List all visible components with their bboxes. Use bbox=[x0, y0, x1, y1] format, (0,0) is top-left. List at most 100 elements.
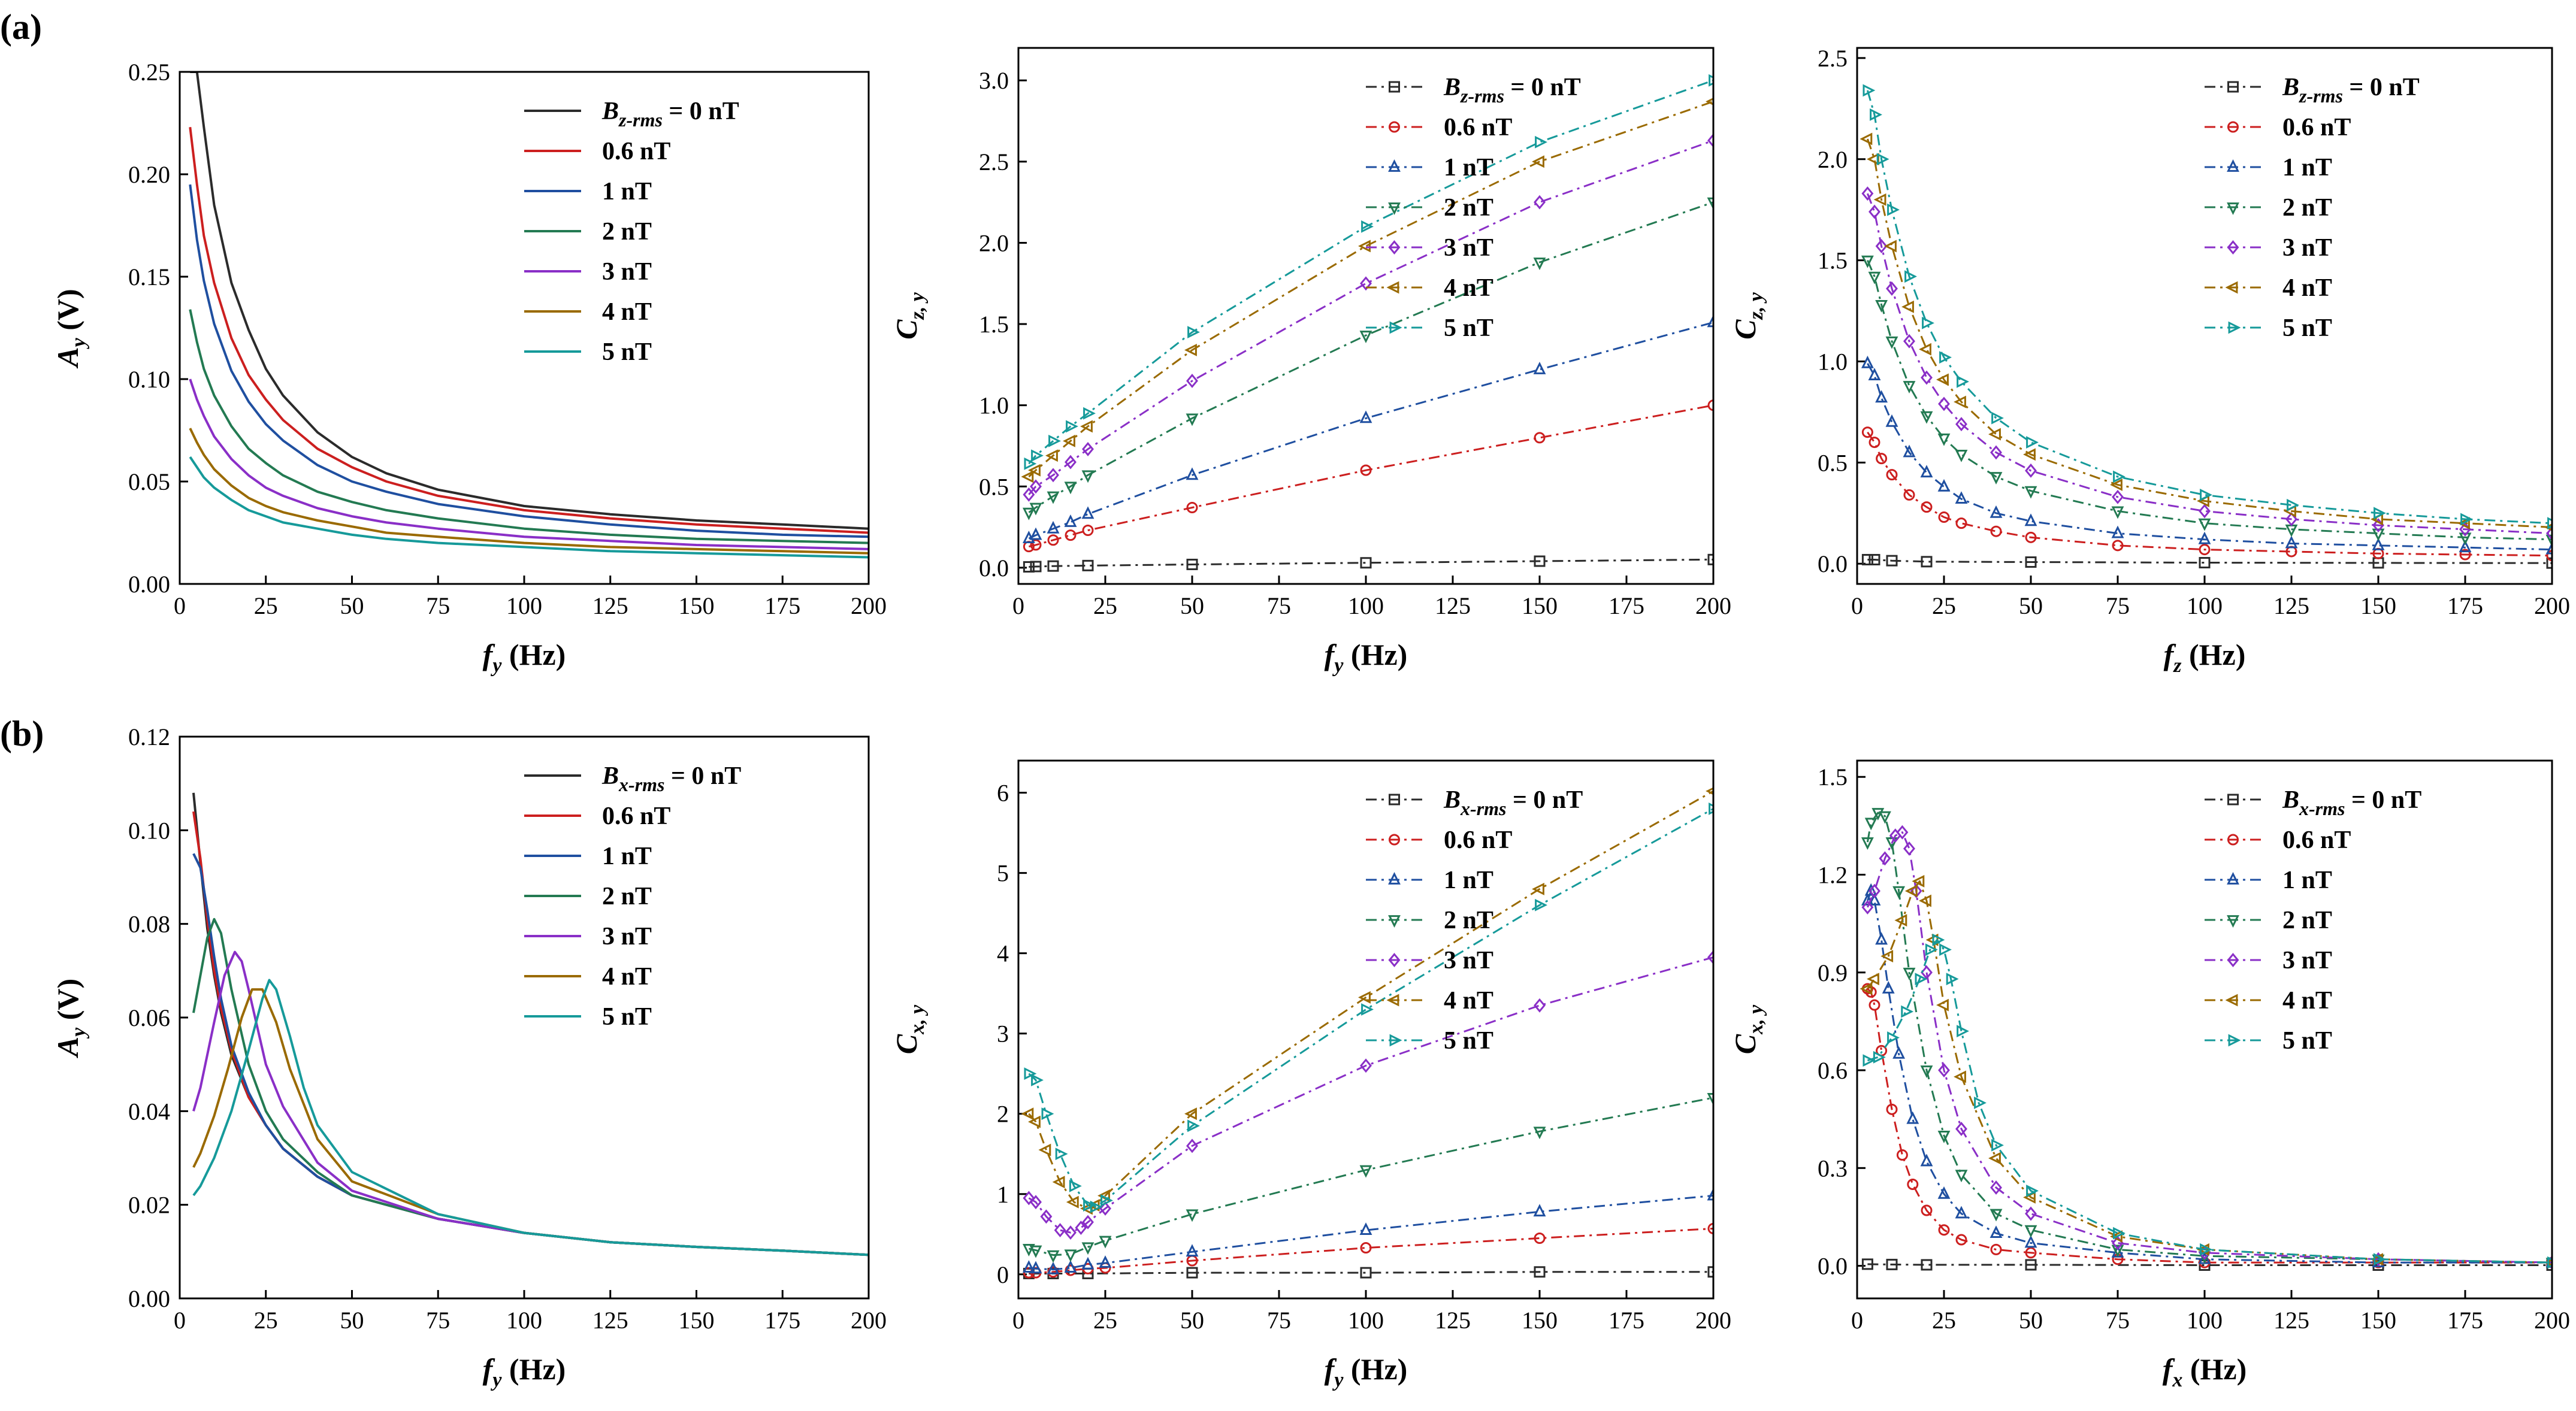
data-point bbox=[1886, 1258, 1898, 1270]
plot-frame bbox=[1856, 47, 2553, 585]
data-point bbox=[1868, 553, 1880, 565]
legend-label: Bz-rms = 0 nT bbox=[1443, 74, 1581, 107]
data-point bbox=[1861, 186, 1874, 201]
data-point bbox=[1863, 84, 1876, 97]
legend-label: Bz-rms = 0 nT bbox=[2282, 74, 2420, 107]
legend-label: 3 nT bbox=[1444, 234, 1493, 262]
data-point bbox=[2111, 1245, 2124, 1258]
x-axis-label: fy (Hz) bbox=[1325, 638, 1408, 677]
y-tick-label: 0 bbox=[997, 1261, 1009, 1288]
data-point bbox=[1534, 432, 1546, 444]
panel-label-a: (a) bbox=[0, 7, 42, 47]
x-axis-label: fy (Hz) bbox=[1325, 1352, 1408, 1391]
series-line-2 bbox=[1028, 321, 1713, 540]
y-tick-label: 0.02 bbox=[128, 1192, 170, 1219]
y-tick-label: 3.0 bbox=[979, 67, 1009, 94]
data-point bbox=[1099, 1255, 1112, 1268]
data-point bbox=[1535, 135, 1547, 149]
data-point bbox=[1532, 155, 1544, 168]
data-point bbox=[1920, 465, 1933, 478]
series-line-1 bbox=[192, 811, 869, 1256]
data-point bbox=[1187, 326, 1200, 339]
data-point bbox=[1894, 914, 1907, 927]
legend-marker bbox=[2227, 915, 2239, 928]
y-tick-label: 0.00 bbox=[128, 571, 170, 598]
data-point bbox=[2459, 540, 2472, 553]
data-point bbox=[1707, 399, 1713, 411]
data-point bbox=[1045, 449, 1058, 462]
legend-label: 0.6 nT bbox=[602, 803, 670, 830]
x-tick-label: 0 bbox=[174, 1307, 186, 1334]
data-point bbox=[1861, 355, 1874, 368]
data-point bbox=[1919, 343, 1931, 356]
data-point bbox=[1955, 491, 1968, 504]
data-point bbox=[2200, 488, 2212, 501]
data-point bbox=[1861, 837, 1874, 850]
series-line-0 bbox=[192, 792, 869, 1256]
data-point bbox=[2026, 436, 2039, 449]
plot-frame bbox=[1017, 759, 1715, 1300]
data-point bbox=[1912, 874, 1925, 888]
data-point bbox=[1990, 1225, 2003, 1239]
data-point bbox=[1047, 534, 1059, 546]
y-tick-label: 1.2 bbox=[1818, 861, 1848, 888]
x-tick-label: 150 bbox=[679, 1307, 715, 1334]
x-tick-label: 175 bbox=[1609, 592, 1644, 619]
data-point bbox=[2025, 463, 2037, 478]
y-tick-label: 2 bbox=[997, 1101, 1009, 1128]
x-tick-label: 25 bbox=[1932, 592, 1956, 619]
legend-label: 4 nT bbox=[2282, 987, 2332, 1015]
data-point bbox=[1359, 1165, 1372, 1178]
y-tick-label: 0.20 bbox=[128, 161, 170, 188]
data-point bbox=[1081, 506, 1095, 519]
series-line-2 bbox=[189, 184, 869, 538]
y-tick-label: 0.10 bbox=[128, 366, 170, 393]
data-point bbox=[1029, 502, 1042, 516]
data-point bbox=[1707, 1093, 1713, 1106]
data-point bbox=[2111, 525, 2124, 538]
series-group bbox=[1021, 787, 1713, 1279]
data-point bbox=[2024, 486, 2037, 499]
data-point bbox=[1082, 441, 1094, 456]
data-point bbox=[1081, 470, 1095, 483]
x-tick-label: 200 bbox=[1695, 1307, 1731, 1334]
x-tick-label: 0 bbox=[1012, 592, 1024, 619]
legend: Bx-rms = 0 nT 0.6 nT 1 nT 2 nT 3 nT 4 nT 5 nT bbox=[2205, 786, 2421, 1055]
data-point bbox=[2374, 507, 2386, 520]
legend-marker bbox=[2227, 159, 2239, 172]
series-line-0 bbox=[1867, 559, 2552, 564]
data-point bbox=[1082, 1215, 1094, 1230]
data-point bbox=[2023, 448, 2036, 461]
y-axis-label: Cx, y bbox=[1728, 1004, 1767, 1054]
data-point bbox=[1031, 449, 1044, 462]
data-point bbox=[2459, 549, 2471, 561]
y-axis-label: Ay (V) bbox=[51, 979, 90, 1058]
legend-marker bbox=[1388, 240, 1401, 255]
y-tick-label: 2.0 bbox=[979, 229, 1009, 256]
data-point bbox=[1932, 933, 1945, 946]
data-point bbox=[2545, 534, 2552, 547]
data-point bbox=[1907, 1179, 1919, 1191]
x-tick-label: 25 bbox=[1932, 1307, 1956, 1334]
data-point bbox=[2113, 470, 2125, 483]
y-tick-label: 0.25 bbox=[128, 59, 170, 86]
x-tick-label: 50 bbox=[2019, 592, 2043, 619]
data-point bbox=[1936, 998, 1949, 1012]
x-tick-label: 175 bbox=[764, 592, 800, 619]
series-line-1 bbox=[1029, 404, 1713, 548]
legend-label: 1 nT bbox=[602, 178, 652, 205]
data-point bbox=[1186, 467, 1199, 480]
data-point bbox=[1937, 433, 1951, 446]
data-point bbox=[2372, 528, 2385, 541]
data-point bbox=[1910, 883, 1922, 898]
y-tick-label: 0.15 bbox=[128, 264, 170, 290]
series-line-3 bbox=[192, 918, 869, 1256]
data-point bbox=[1021, 1107, 1034, 1121]
y-tick-label: 0.0 bbox=[1818, 550, 1848, 577]
data-point bbox=[1938, 396, 1950, 411]
data-point bbox=[1186, 413, 1199, 426]
legend-label: 3 nT bbox=[1444, 947, 1493, 974]
data-point bbox=[1099, 1201, 1111, 1216]
data-point bbox=[1955, 1234, 1967, 1246]
data-point bbox=[1064, 514, 1077, 527]
